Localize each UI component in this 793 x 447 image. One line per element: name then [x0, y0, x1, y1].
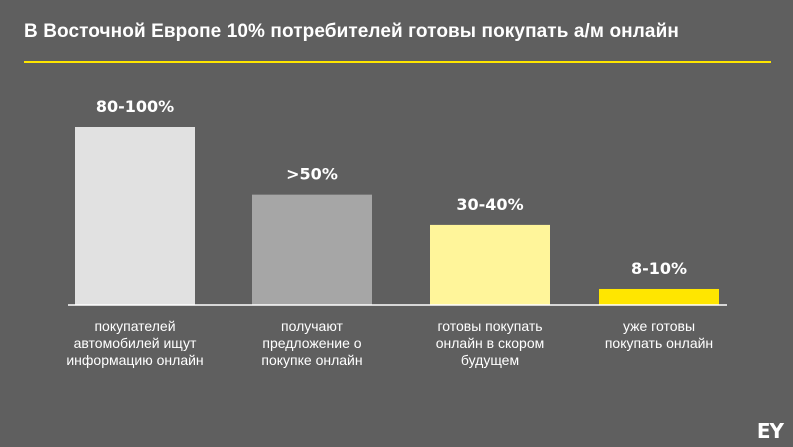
category-label-line: онлайн в скором — [436, 335, 545, 351]
ey-logo: EY — [756, 419, 784, 443]
category-label-line: покупке онлайн — [261, 352, 362, 368]
category-label-4: уже готовы покупать онлайн — [605, 318, 713, 351]
bar-1 — [75, 127, 195, 305]
title-divider — [24, 61, 771, 63]
category-label-line: будущем — [461, 352, 519, 368]
bar-3 — [430, 224, 550, 305]
category-label-3: готовы покупать онлайн в скором будущем — [436, 318, 545, 368]
category-label-line: покупать онлайн — [605, 335, 713, 351]
bar-value-label-4: 8-10% — [631, 259, 687, 278]
category-label-line: предложение о — [262, 335, 361, 351]
category-label-line: информацию онлайн — [66, 352, 203, 368]
category-label-line: получают — [281, 318, 344, 334]
bar-value-label-2: >50% — [286, 165, 338, 184]
category-label-line: уже готовы — [623, 318, 695, 334]
bar-2 — [252, 194, 372, 305]
category-label-2: получают предложение о покупке онлайн — [261, 318, 362, 368]
category-label-line: покупателей — [94, 318, 175, 334]
chart-title: В Восточной Европе 10% потребителей гото… — [24, 21, 679, 42]
bar-value-label-3: 30-40% — [456, 195, 523, 214]
category-label-line: автомобилей ищут — [74, 335, 197, 351]
category-label-1: покупателей автомобилей ищут информацию он… — [66, 318, 203, 368]
bar-4 — [599, 288, 719, 305]
bar-value-label-1: 80-100% — [96, 97, 174, 116]
category-label-line: готовы покупать — [437, 318, 542, 334]
